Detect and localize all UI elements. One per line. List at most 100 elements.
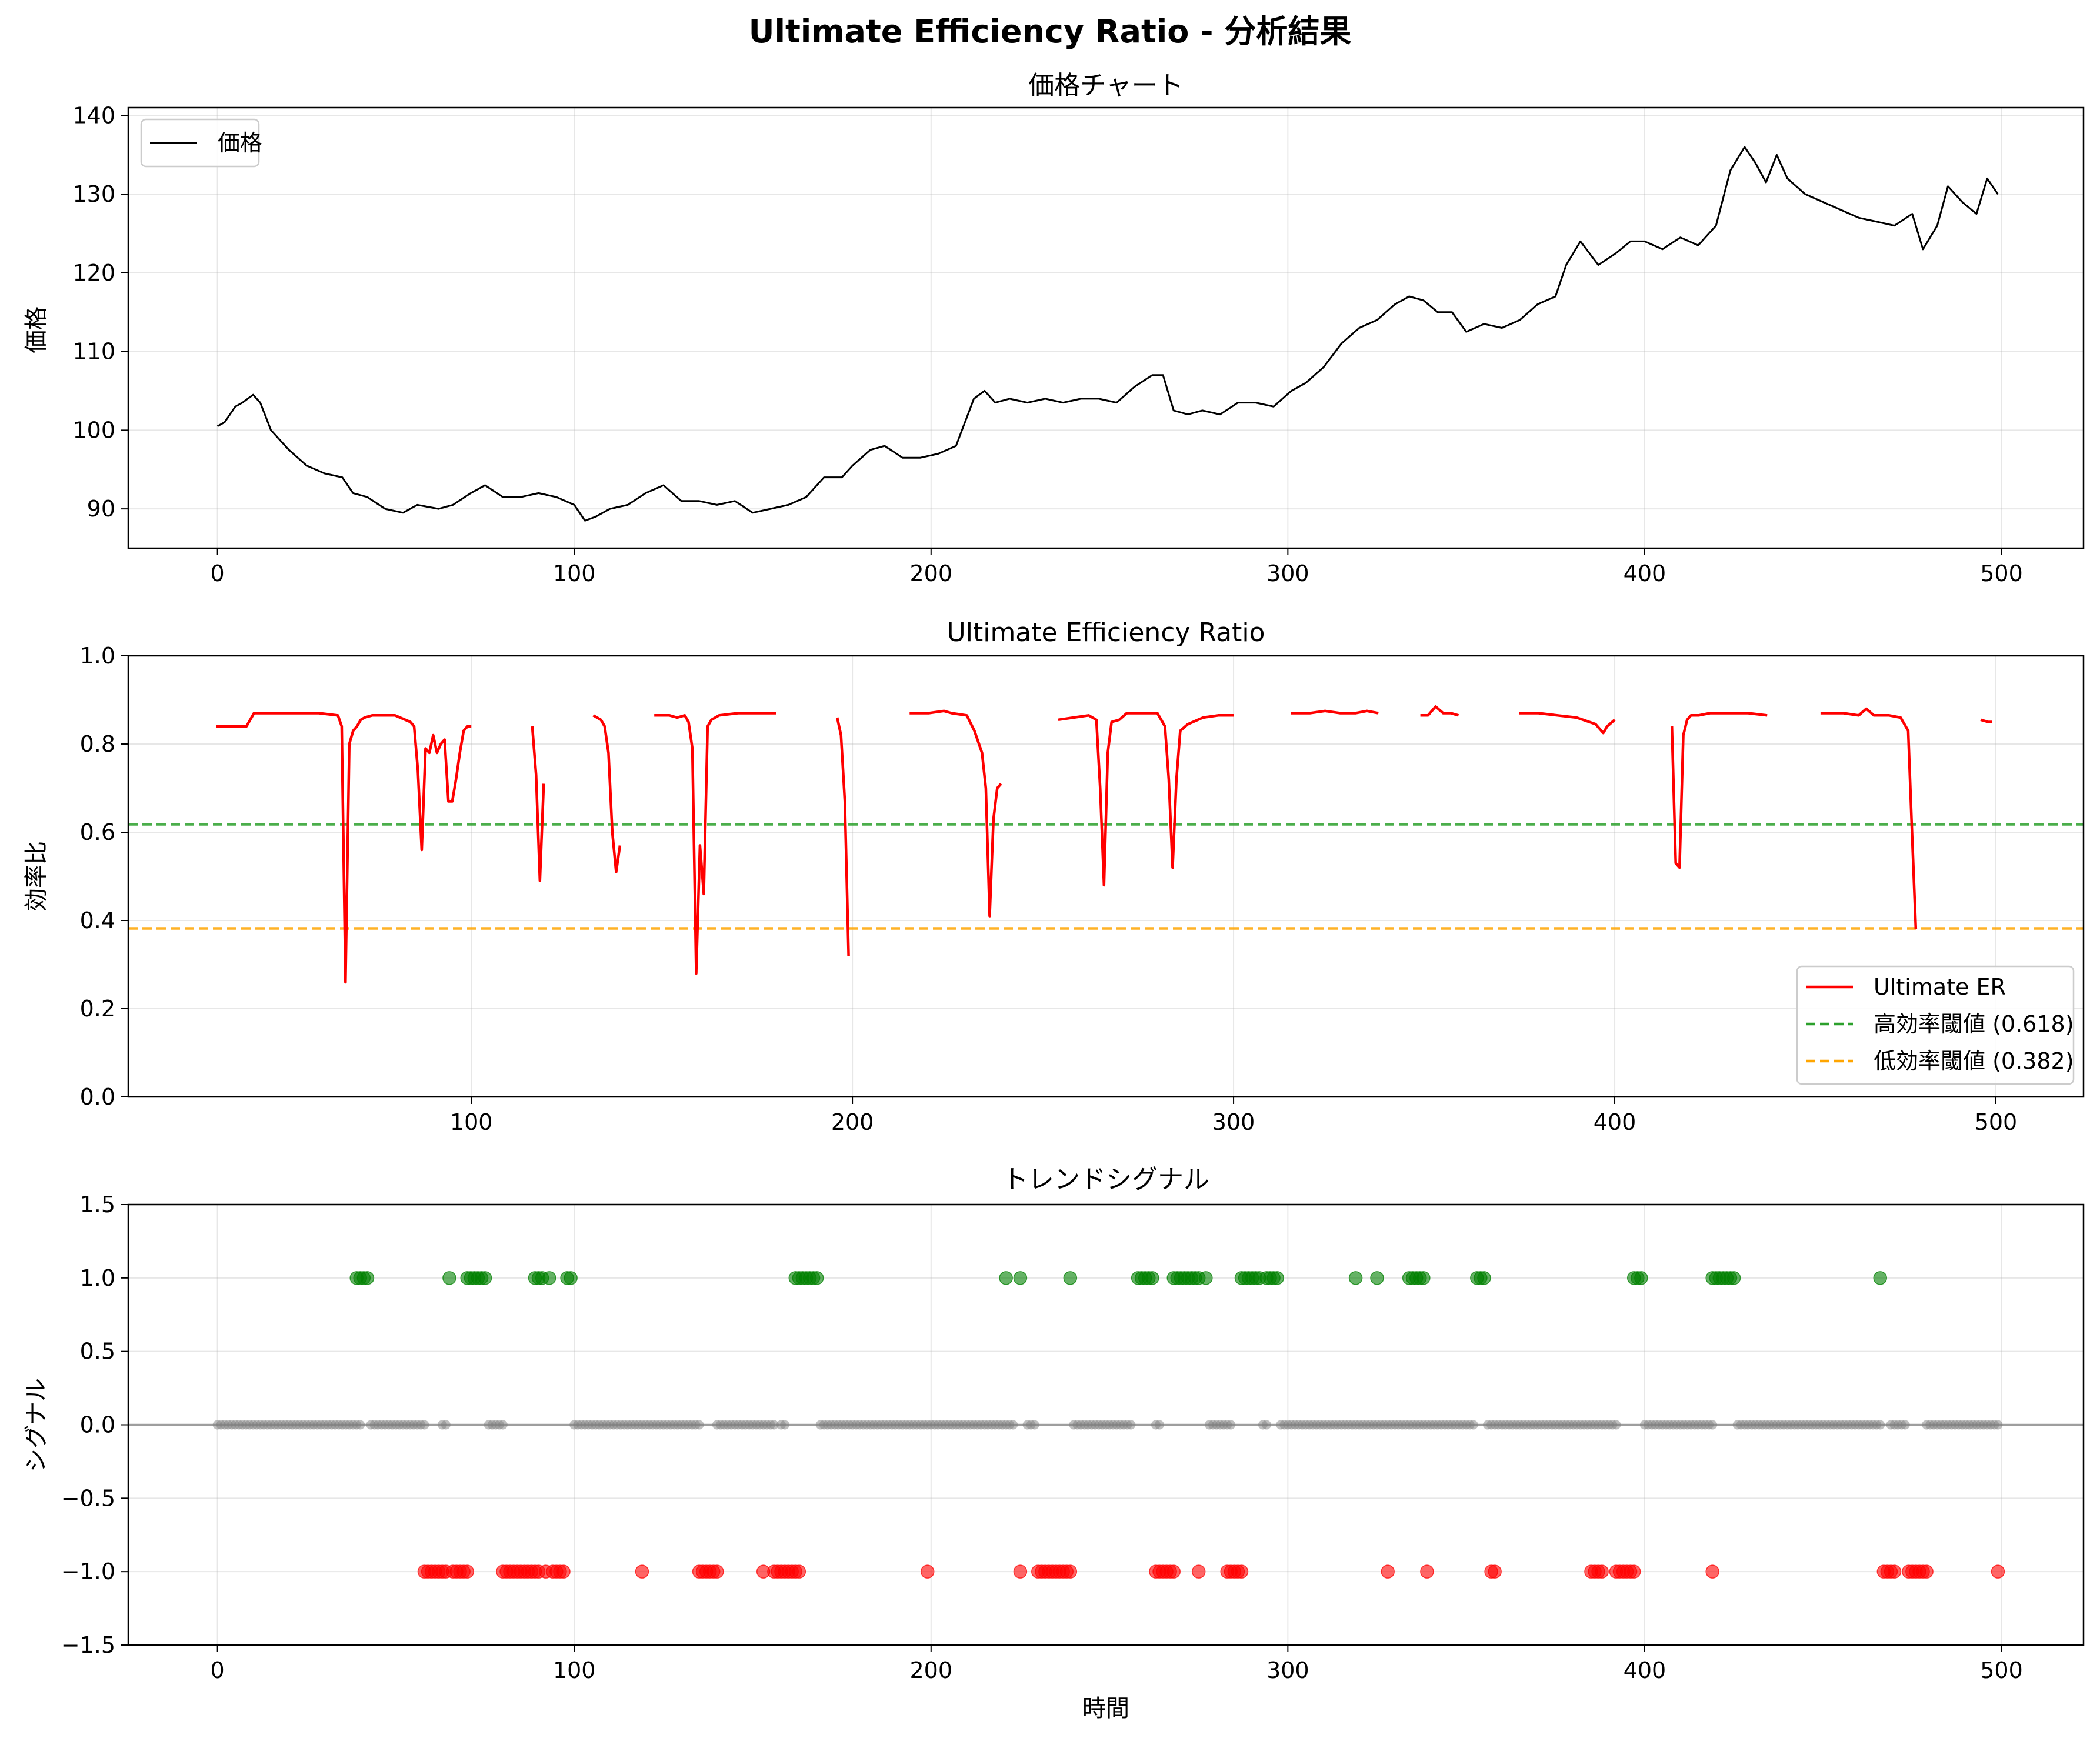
x-tick-label: 0 (211, 561, 225, 586)
signal-neutral-point (1029, 1420, 1039, 1430)
ultimate-er-line (909, 709, 1002, 918)
ultimate-er-line (1291, 709, 1379, 715)
ultimate-er-line (216, 712, 472, 984)
signal-neutral-point (1875, 1420, 1885, 1430)
y-tick-label: 140 (72, 102, 115, 128)
ultimate-er-line (1058, 712, 1234, 887)
x-tick-label: 400 (1624, 561, 1666, 586)
x-tick-label: 200 (910, 1657, 953, 1683)
er-chart-panel: Ultimate Efficiency Ratio 効率比 100 200 300 4… (23, 618, 2085, 1135)
er-legend: Ultimate ER 高効率閾値 (0.618) 低効率閾値 (0.382) (1796, 965, 2075, 1085)
signal-down-point (1420, 1564, 1434, 1579)
signal-down-point (1013, 1564, 1028, 1579)
y-tick-label: 1.0 (80, 643, 115, 669)
signal-down-point (1166, 1564, 1181, 1579)
signal-up-point (1416, 1271, 1431, 1285)
signal-chart-panel: トレンドシグナル シグナル 時間 0 100 200 300 400 500 −1.5 −1.… (23, 1165, 2085, 1722)
signal-neutral-point (1993, 1420, 2003, 1430)
signal-neutral-point (441, 1420, 451, 1430)
x-tick-label: 100 (450, 1109, 493, 1135)
price-legend-label: 価格 (218, 130, 262, 156)
y-tick-label: 100 (72, 417, 115, 443)
x-tick-label: 0 (211, 1657, 225, 1683)
y-tick-label: −1.0 (61, 1559, 115, 1584)
signal-x-axis-label: 時間 (1082, 1695, 1129, 1722)
signal-up-point (1634, 1271, 1648, 1285)
er-legend-label-ultimate: Ultimate ER (1874, 974, 2006, 1000)
figure-title: Ultimate Efficiency Ratio - 分析結果 (749, 13, 1352, 50)
signal-neutral-point (1900, 1420, 1910, 1430)
signal-up-point (999, 1271, 1013, 1285)
signal-up-point (1873, 1271, 1888, 1285)
x-tick-label: 400 (1594, 1109, 1636, 1135)
price-y-axis-label: 価格 (23, 306, 50, 353)
er-legend-label-low: 低効率閾値 (0.382) (1874, 1048, 2074, 1074)
ultimate-er-line (1420, 705, 1459, 717)
signal-down-point (1381, 1564, 1395, 1579)
signal-up-point (442, 1271, 456, 1285)
y-tick-label: 1.5 (80, 1192, 115, 1217)
signal-down-point (1991, 1564, 2005, 1579)
signal-down-point (1705, 1564, 1719, 1579)
ultimate-er-line (1980, 718, 1992, 723)
plot-area: 100 200 300 400 500 0.0 0.2 0.4 0.6 0.8 1.0 (80, 643, 2085, 1135)
signal-neutral-point (1226, 1420, 1236, 1430)
price-legend-box (140, 118, 260, 168)
x-tick-label: 500 (1975, 1109, 2018, 1135)
signal-down-point (1595, 1564, 1609, 1579)
y-tick-label: 0.4 (80, 908, 115, 933)
signal-up-point (1726, 1271, 1741, 1285)
x-tick-label: 400 (1624, 1657, 1666, 1683)
ultimate-er-line (592, 714, 622, 873)
y-tick-label: 0.8 (80, 731, 115, 757)
y-tick-label: 0.5 (80, 1339, 115, 1365)
price-line (216, 146, 1999, 522)
y-tick-label: 130 (72, 181, 115, 207)
price-chart-panel: 価格チャート 価格 0 100 200 300 400 500 90 100 110 120 130… (23, 71, 2085, 586)
signal-down-point (1488, 1564, 1502, 1579)
y-tick-label: −0.5 (61, 1485, 115, 1511)
er-legend-label-high: 高効率閾値 (0.618) (1874, 1011, 2074, 1037)
y-tick-label: 0.0 (80, 1084, 115, 1110)
y-tick-label: 0.2 (80, 996, 115, 1022)
signal-down-point (1191, 1564, 1206, 1579)
x-tick-label: 300 (1212, 1109, 1255, 1135)
signal-chart-title: トレンドシグナル (1002, 1165, 1209, 1195)
axes-frame (127, 655, 2085, 1098)
x-tick-label: 300 (1266, 561, 1309, 586)
signal-neutral-point (694, 1420, 704, 1430)
signal-up-point (1270, 1271, 1284, 1285)
y-tick-label: 120 (72, 260, 115, 286)
axes-frame (127, 1203, 2085, 1646)
signal-down-point (635, 1564, 649, 1579)
signal-down-point (792, 1564, 806, 1579)
plot-area: 0 100 200 300 400 500 90 100 110 120 130 140 (72, 102, 2085, 586)
signal-neutral-point (1611, 1420, 1621, 1430)
x-tick-label: 500 (1980, 561, 2023, 586)
signal-down-point (1919, 1564, 1934, 1579)
price-legend: 価格 (140, 118, 262, 168)
y-tick-label: 0.6 (80, 819, 115, 845)
x-tick-label: 500 (1980, 1657, 2023, 1683)
signal-up-point (1370, 1271, 1384, 1285)
signal-neutral-point (1261, 1420, 1271, 1430)
signal-up-point (1199, 1271, 1213, 1285)
signal-neutral-point (769, 1420, 779, 1430)
signal-up-point (1145, 1271, 1159, 1285)
er-chart-title: Ultimate Efficiency Ratio (947, 618, 1265, 648)
ultimate-er-line (1820, 707, 1918, 930)
y-tick-label: −1.5 (61, 1632, 115, 1658)
signal-neutral-point (780, 1420, 790, 1430)
signal-neutral-point (1154, 1420, 1164, 1430)
signal-neutral-point (1708, 1420, 1718, 1430)
plot-area: 0 100 200 300 400 500 −1.5 −1.0 −0.5 0.0 0.5 1.0 1.5 (61, 1192, 2085, 1683)
signal-down-point (556, 1564, 571, 1579)
signal-down-point (1887, 1564, 1902, 1579)
y-tick-label: 110 (72, 339, 115, 365)
signal-y-axis-label: シグナル (23, 1378, 50, 1472)
signal-neutral-point (419, 1420, 429, 1430)
signal-neutral-point (498, 1420, 508, 1430)
signal-up-point (1063, 1271, 1078, 1285)
signal-down-point (1063, 1564, 1078, 1579)
